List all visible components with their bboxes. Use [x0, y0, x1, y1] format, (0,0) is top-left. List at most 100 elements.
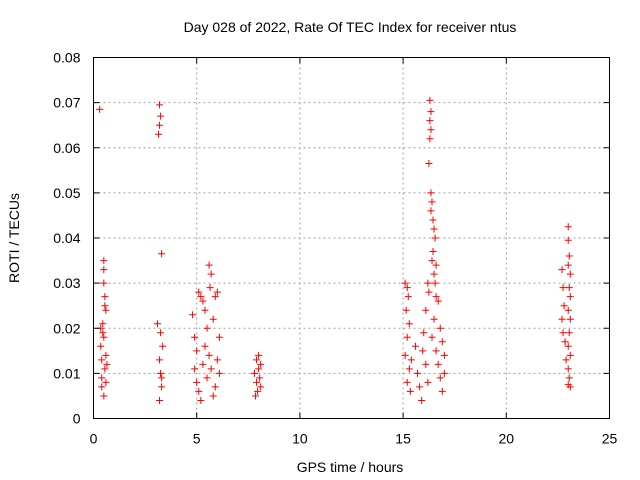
- y-tick-label: 0.07: [53, 95, 80, 111]
- data-points: [96, 96, 574, 404]
- data-point: [195, 387, 203, 395]
- data-point: [213, 356, 221, 364]
- data-point: [418, 396, 426, 404]
- data-point: [558, 315, 566, 323]
- data-point: [566, 293, 574, 301]
- x-tick-label: 15: [395, 431, 411, 447]
- data-point: [438, 387, 446, 395]
- data-point: [565, 374, 573, 382]
- data-point: [564, 261, 572, 269]
- data-point: [211, 293, 219, 301]
- data-point: [429, 248, 437, 256]
- data-point: [404, 293, 412, 301]
- data-point: [257, 360, 265, 368]
- data-point: [98, 356, 106, 364]
- data-point: [254, 387, 262, 395]
- data-point: [199, 360, 207, 368]
- data-point: [100, 279, 108, 287]
- data-point: [253, 378, 261, 386]
- data-point: [193, 347, 201, 355]
- data-point: [436, 324, 444, 332]
- data-point: [419, 347, 427, 355]
- data-point: [427, 189, 435, 197]
- data-point: [403, 378, 411, 386]
- data-point: [425, 160, 433, 168]
- data-point: [99, 329, 107, 337]
- data-point: [564, 236, 572, 244]
- data-point: [428, 257, 436, 265]
- x-tick-label: 10: [292, 431, 308, 447]
- data-point: [155, 130, 163, 138]
- data-point: [564, 342, 572, 350]
- data-point: [422, 360, 430, 368]
- data-point: [205, 351, 213, 359]
- data-point: [424, 279, 432, 287]
- data-point: [401, 279, 409, 287]
- data-point: [414, 369, 422, 377]
- x-tick-label: 0: [90, 431, 98, 447]
- data-point: [100, 257, 108, 265]
- axis-ticks: 0 5 10 15 20 25 0 0.01 0.02 0.03 0.04 0.05 0.06 0.07 0…: [53, 50, 617, 447]
- data-point: [425, 288, 433, 296]
- y-tick-label: 0.05: [53, 185, 80, 201]
- data-point: [427, 207, 435, 215]
- data-point: [564, 223, 572, 231]
- data-point: [102, 306, 110, 314]
- data-point: [432, 261, 440, 269]
- data-point: [156, 121, 164, 129]
- data-point: [100, 333, 108, 341]
- data-point: [252, 392, 260, 400]
- x-tick-label: 25: [602, 431, 618, 447]
- data-point: [101, 293, 109, 301]
- data-point: [559, 284, 567, 292]
- data-point: [156, 101, 164, 109]
- data-point: [203, 374, 211, 382]
- data-point: [565, 284, 573, 292]
- data-point: [189, 311, 197, 319]
- data-point: [434, 297, 442, 305]
- data-point: [206, 284, 214, 292]
- data-point: [561, 338, 569, 346]
- data-point: [158, 250, 166, 258]
- data-point: [98, 374, 106, 382]
- data-point: [102, 378, 110, 386]
- data-point: [428, 198, 436, 206]
- data-point: [253, 356, 261, 364]
- data-point: [420, 329, 428, 337]
- data-point: [203, 324, 211, 332]
- data-point: [564, 381, 572, 389]
- chart-title: Day 028 of 2022, Rate Of TEC Index for r…: [184, 19, 517, 35]
- data-point: [432, 293, 440, 301]
- data-point: [211, 383, 219, 391]
- data-point: [207, 365, 215, 373]
- data-point: [102, 351, 110, 359]
- data-point: [205, 261, 213, 269]
- data-point: [403, 333, 411, 341]
- data-point: [559, 329, 567, 337]
- data-point: [407, 356, 415, 364]
- data-point: [191, 365, 199, 373]
- data-point: [565, 252, 573, 260]
- data-point: [560, 302, 568, 310]
- data-point: [156, 396, 164, 404]
- y-tick-label: 0.06: [53, 140, 80, 156]
- data-point: [558, 266, 566, 274]
- data-point: [101, 365, 109, 373]
- data-point: [430, 315, 438, 323]
- data-point: [566, 351, 574, 359]
- data-point: [426, 135, 434, 143]
- data-point: [565, 329, 573, 337]
- data-point: [191, 333, 199, 341]
- data-point: [158, 374, 166, 382]
- data-point: [431, 279, 439, 287]
- data-point: [193, 378, 201, 386]
- data-point: [101, 302, 109, 310]
- data-point: [100, 392, 108, 400]
- data-point: [158, 383, 166, 391]
- x-tick-label: 20: [499, 431, 515, 447]
- y-tick-label: 0.03: [53, 275, 80, 291]
- data-point: [250, 369, 258, 377]
- data-point: [103, 360, 111, 368]
- data-point: [201, 342, 209, 350]
- data-point: [411, 342, 419, 350]
